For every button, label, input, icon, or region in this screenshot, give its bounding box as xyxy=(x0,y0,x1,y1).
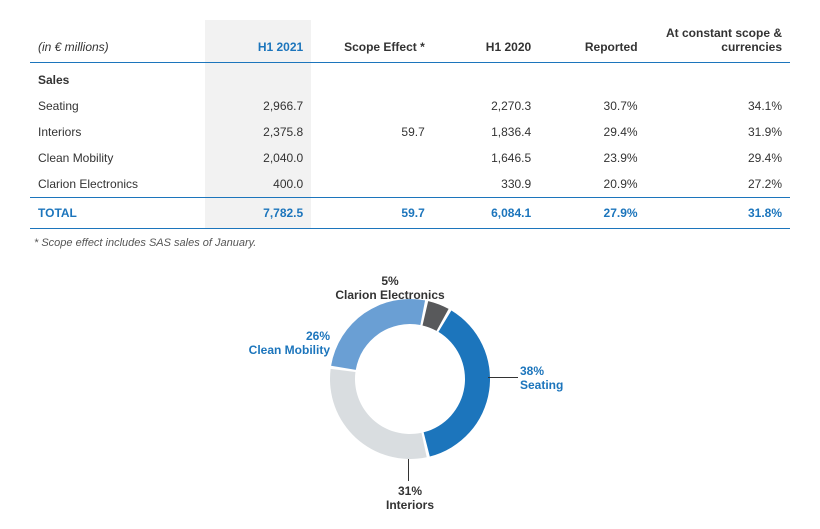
cell-h1-2021: 2,040.0 xyxy=(205,145,311,171)
donut-label-name: Seating xyxy=(520,378,563,392)
cell-constant: 34.1% xyxy=(646,93,790,119)
total-reported: 27.9% xyxy=(539,198,645,229)
col-constant: At constant scope & currencies xyxy=(646,20,790,63)
cell-reported: 23.9% xyxy=(539,145,645,171)
leader-line xyxy=(488,377,518,378)
cell-scope: 59.7 xyxy=(311,119,433,145)
col-scope: Scope Effect * xyxy=(311,20,433,63)
total-constant: 31.8% xyxy=(646,198,790,229)
donut-label: 38%Seating xyxy=(520,364,563,393)
table-row: Clean Mobility2,040.0 1,646.523.9%29.4% xyxy=(30,145,790,171)
table-row: Clarion Electronics400.0 330.920.9%27.2% xyxy=(30,171,790,198)
donut-label-pct: 31% xyxy=(386,484,434,498)
cell-scope xyxy=(311,93,433,119)
cell-h1-2020: 1,836.4 xyxy=(433,119,539,145)
cell-h1-2021: 2,966.7 xyxy=(205,93,311,119)
donut-label-name: Clean Mobility xyxy=(249,343,330,357)
cell-constant: 27.2% xyxy=(646,171,790,198)
sales-table: (in € millions) H1 2021 Scope Effect * H… xyxy=(30,20,790,229)
total-row: TOTAL7,782.559.76,084.127.9%31.8% xyxy=(30,198,790,229)
total-scope: 59.7 xyxy=(311,198,433,229)
cell-h1-2020: 330.9 xyxy=(433,171,539,198)
donut-label-name: Clarion Electronics xyxy=(335,288,444,302)
total-h1-2021: 7,782.5 xyxy=(205,198,311,229)
donut-label-pct: 5% xyxy=(335,274,444,288)
cell-h1-2020: 2,270.3 xyxy=(433,93,539,119)
cell-h1-2021: 2,375.8 xyxy=(205,119,311,145)
cell-reported: 30.7% xyxy=(539,93,645,119)
unit-label: (in € millions) xyxy=(30,20,205,63)
donut-segment xyxy=(331,299,425,370)
cell-constant: 29.4% xyxy=(646,145,790,171)
cell-reported: 20.9% xyxy=(539,171,645,198)
row-label: Clarion Electronics xyxy=(30,171,205,198)
table-body: Sales Seating2,966.72,270.330.7%34.1%Int… xyxy=(30,63,790,229)
donut-label-name: Interiors xyxy=(386,498,434,512)
donut-segment xyxy=(424,311,490,457)
donut-chart-area: 38%Seating31%Interiors26%Clean Mobility5… xyxy=(30,269,790,509)
total-h1-2020: 6,084.1 xyxy=(433,198,539,229)
col-reported: Reported xyxy=(539,20,645,63)
table-row: Seating2,966.7 2,270.330.7%34.1% xyxy=(30,93,790,119)
donut-label: 5%Clarion Electronics xyxy=(335,274,444,303)
donut-label: 26%Clean Mobility xyxy=(240,329,330,358)
donut-label-pct: 38% xyxy=(520,364,563,378)
table-row: Interiors2,375.859.71,836.429.4%31.9% xyxy=(30,119,790,145)
section-label: Sales xyxy=(30,63,205,94)
cell-scope xyxy=(311,171,433,198)
footnote: * Scope effect includes SAS sales of Jan… xyxy=(30,229,790,249)
col-h1-2020: H1 2020 xyxy=(433,20,539,63)
cell-h1-2020: 1,646.5 xyxy=(433,145,539,171)
cell-scope xyxy=(311,145,433,171)
leader-line xyxy=(408,459,409,481)
cell-constant: 31.9% xyxy=(646,119,790,145)
donut-chart xyxy=(330,299,490,459)
row-label: Seating xyxy=(30,93,205,119)
col-h1-2021: H1 2021 xyxy=(205,20,311,63)
donut-segment xyxy=(330,369,427,459)
row-label: Interiors xyxy=(30,119,205,145)
total-label: TOTAL xyxy=(30,198,205,229)
donut-label: 31%Interiors xyxy=(386,484,434,513)
row-label: Clean Mobility xyxy=(30,145,205,171)
cell-reported: 29.4% xyxy=(539,119,645,145)
donut-label-pct: 26% xyxy=(240,329,330,343)
cell-h1-2021: 400.0 xyxy=(205,171,311,198)
